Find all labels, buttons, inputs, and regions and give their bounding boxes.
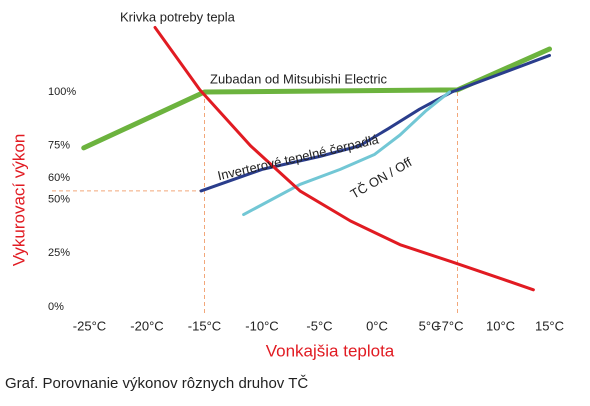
series-label: Zubadan od Mitsubishi Electric xyxy=(210,71,388,86)
x-tick-label: 15°C xyxy=(535,318,564,333)
caption: Graf. Porovnanie výkonov rôznych druhov … xyxy=(5,375,308,392)
x-tick-label: -25°C xyxy=(73,318,106,333)
series-line xyxy=(242,90,451,217)
series-line xyxy=(81,46,552,151)
y-tick-label: 0% xyxy=(48,301,64,313)
x-tick-label: -5°C xyxy=(306,318,332,333)
series-label: Inverterové tepelné čerpadlá xyxy=(216,131,381,183)
y-tick-label: 100% xyxy=(48,86,76,98)
x-tick-label: -10°C xyxy=(245,318,278,333)
x-tick-label: 10°C xyxy=(486,318,515,333)
y-tick-label: 75% xyxy=(48,140,70,152)
y-tick-label: 60% xyxy=(48,172,70,184)
x-tick-label: 5°C xyxy=(419,318,441,333)
x-tick-label: +7°C xyxy=(434,318,463,333)
y-axis-title: Vykurovací výkon xyxy=(9,134,28,267)
series-label: Krivka potreby tepla xyxy=(120,9,236,24)
x-axis-title: Vonkajšia teplota xyxy=(266,341,395,360)
x-tick-label: -20°C xyxy=(130,318,163,333)
series-line xyxy=(153,26,535,292)
x-tick-label: 0°C xyxy=(366,318,388,333)
y-tick-label: 25% xyxy=(48,247,70,259)
y-tick-label: 50% xyxy=(48,193,70,205)
x-tick-label: -15°C xyxy=(188,318,221,333)
